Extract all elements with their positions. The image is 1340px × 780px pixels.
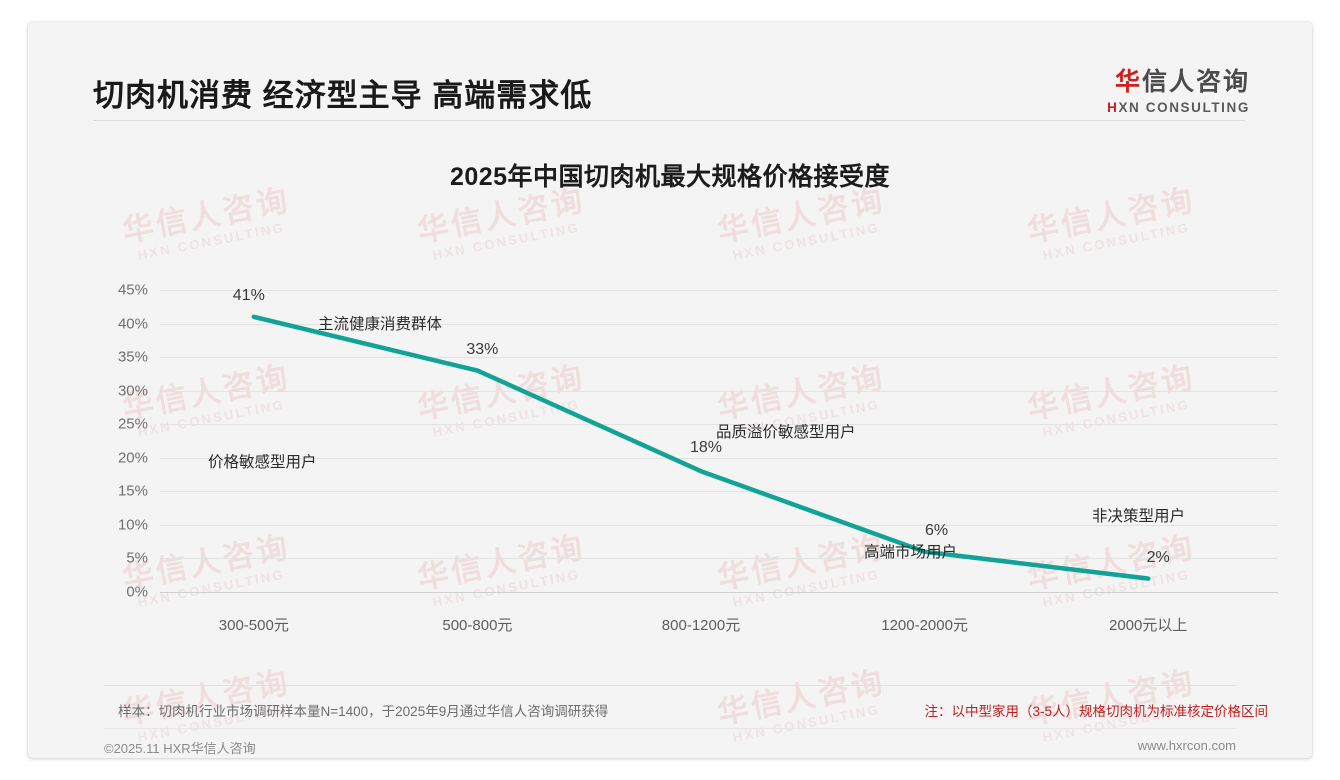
chart-gridline bbox=[160, 457, 1278, 459]
chart-annotation: 价格敏感型用户 bbox=[208, 454, 317, 471]
brand-logo: 华信人咨询 HXN CONSULTING bbox=[1107, 62, 1250, 115]
y-axis-tick-label: 40% bbox=[117, 315, 148, 333]
website-url: www.hxrcon.com bbox=[1137, 738, 1236, 753]
y-axis-tick-label: 45% bbox=[117, 281, 148, 299]
watermark-english: HXN CONSULTING bbox=[731, 701, 882, 745]
chart-gridline bbox=[160, 290, 1278, 291]
x-axis-tick-label: 1200-2000元 bbox=[881, 617, 968, 634]
data-point-label: 41% bbox=[232, 286, 265, 304]
x-axis-tick-label: 500-800元 bbox=[442, 617, 513, 634]
y-axis-tick-label: 15% bbox=[117, 482, 148, 500]
watermark-chinese: 华信人咨询 bbox=[714, 664, 889, 732]
spec-note: 注：以中型家用（3-5人）规格切肉机为标准核定价格区间 bbox=[924, 704, 1268, 719]
x-axis-tick-label: 300-500元 bbox=[218, 617, 289, 634]
x-axis-tick-label: 2000元以上 bbox=[1109, 617, 1188, 634]
data-point-label: 6% bbox=[925, 521, 949, 539]
y-axis-tick-label: 30% bbox=[117, 382, 148, 400]
slide-card: 华信人咨询 HXN CONSULTING 华信人咨询 HXN CONSULTING 华信… bbox=[28, 22, 1312, 758]
chart-gridline bbox=[160, 424, 1278, 426]
chart-line-series bbox=[251, 314, 1151, 581]
watermark-chinese: 华信人咨询 bbox=[1024, 664, 1199, 732]
logo-english-accent: H bbox=[1107, 100, 1119, 115]
y-axis-tick-label: 5% bbox=[126, 549, 148, 567]
sample-note: 样本：切肉机行业市场调研样本量N=1400，于2025年9月通过华信人咨询调研获… bbox=[118, 704, 609, 719]
y-axis-tick-label: 0% bbox=[126, 583, 148, 601]
logo-chinese-rest: 信人咨询 bbox=[1141, 68, 1250, 96]
footer-divider bbox=[104, 728, 1236, 729]
logo-english: HXN CONSULTING bbox=[1107, 100, 1250, 115]
chart-gridline bbox=[160, 558, 1278, 560]
watermark-chinese: 华信人咨询 bbox=[1024, 182, 1199, 250]
chart-gridline bbox=[160, 390, 1278, 392]
chart-annotation: 高端市场用户 bbox=[864, 544, 958, 561]
data-point-label: 2% bbox=[1146, 548, 1170, 566]
page-title: 切肉机消费 经济型主导 高端需求低 bbox=[93, 78, 593, 113]
watermark-chinese: 华信人咨询 bbox=[414, 182, 589, 250]
chart-plot-area: 45% 40% 35% 30% 25% 20% 15% 10% 5% 0% 41% 33% 18% 6%… bbox=[78, 252, 1278, 652]
x-axis-tick-label: 800-1200元 bbox=[661, 617, 741, 634]
header-divider bbox=[93, 120, 1245, 121]
chart-gridline bbox=[160, 357, 1278, 359]
chart-gridline bbox=[160, 524, 1278, 526]
y-axis-tick-label: 25% bbox=[117, 415, 148, 433]
watermark: 华信人咨询 HXN CONSULTING bbox=[714, 664, 891, 746]
chart-annotation: 非决策型用户 bbox=[1092, 508, 1186, 525]
footnote-divider bbox=[104, 685, 1236, 686]
watermark-chinese: 华信人咨询 bbox=[714, 182, 889, 250]
y-axis-tick-label: 20% bbox=[117, 449, 148, 467]
data-point-label: 18% bbox=[689, 439, 723, 457]
y-axis-tick-label: 10% bbox=[117, 516, 148, 534]
chart-gridline bbox=[160, 323, 1278, 325]
watermark-chinese: 华信人咨询 bbox=[119, 664, 294, 732]
chart-title: 2025年中国切肉机最大规格价格接受度 bbox=[449, 163, 891, 191]
logo-chinese-accent: 华 bbox=[1114, 68, 1142, 96]
y-axis-tick-label: 35% bbox=[117, 348, 148, 366]
data-point-label: 33% bbox=[466, 340, 499, 358]
logo-english-rest: XN CONSULTING bbox=[1118, 100, 1250, 115]
logo-chinese: 华信人咨询 bbox=[1107, 62, 1250, 98]
copyright-text: ©2025.11 HXR华信人咨询 bbox=[104, 741, 256, 756]
chart-axis-line bbox=[160, 592, 1278, 593]
watermark-chinese: 华信人咨询 bbox=[119, 182, 294, 250]
chart-annotation: 品质溢价敏感型用户 bbox=[716, 424, 856, 441]
chart-annotation: 主流健康消费群体 bbox=[318, 316, 443, 333]
chart-gridline bbox=[160, 491, 1278, 493]
